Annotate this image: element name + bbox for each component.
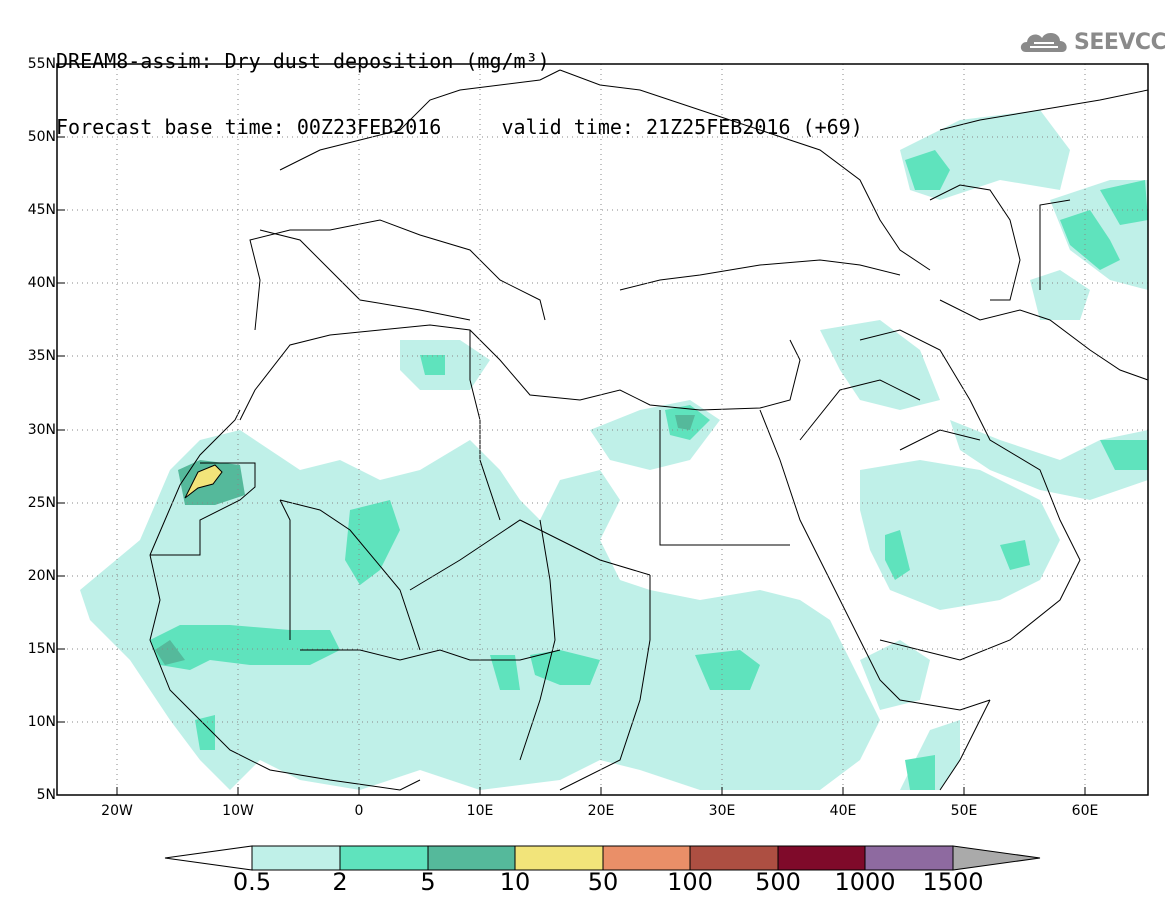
lon-label: 0	[354, 803, 364, 819]
colorbar-label: 100	[667, 868, 713, 896]
colorbar-swatch-1	[251, 845, 341, 871]
colorbar-over-arrow	[952, 845, 1041, 871]
title-line-1: DREAM8-assim: Dry dust deposition (mg/m³…	[56, 49, 550, 73]
lat-label: 50N	[27, 129, 56, 145]
colorbar-label: 2	[332, 868, 348, 896]
lon-label: 40E	[829, 803, 857, 819]
axis-ticks	[57, 136, 1086, 795]
lon-label: 50E	[950, 803, 978, 819]
lon-label: 20W	[101, 803, 133, 819]
dust-deposition-field	[80, 110, 1148, 790]
coastlines-borders	[149, 69, 1149, 791]
colorbar	[164, 845, 1041, 871]
logo-text: SEEVCCC	[1074, 30, 1165, 55]
colorbar-swatch-2	[339, 845, 429, 871]
lat-label: 40N	[27, 275, 56, 291]
colorbar-under-arrow	[164, 845, 253, 871]
lat-label: 30N	[27, 422, 56, 438]
colorbar-swatch-7	[777, 845, 866, 871]
map-title: DREAM8-assim: Dry dust deposition (mg/m³…	[56, 6, 863, 160]
colorbar-swatch-3	[427, 845, 516, 871]
lat-label: 55N	[27, 56, 56, 72]
title-line-2: Forecast base time: 00Z23FEB2016 valid t…	[56, 115, 863, 139]
colorbar-label: 0.5	[232, 868, 272, 896]
lon-label: 10E	[466, 803, 494, 819]
cloud-icon	[1020, 32, 1067, 52]
colorbar-label: 5	[420, 868, 436, 896]
lat-label: 15N	[27, 641, 56, 657]
lat-label: 20N	[27, 568, 56, 584]
colorbar-label: 10	[499, 868, 531, 896]
lat-label: 25N	[27, 495, 56, 511]
colorbar-label: 500	[755, 868, 801, 896]
lat-label: 45N	[27, 202, 56, 218]
colorbar-label: 50	[587, 868, 619, 896]
colorbar-swatch-6	[689, 845, 779, 871]
colorbar-swatch-8	[864, 845, 954, 871]
seevccc-logo: SEEVCCC	[1018, 26, 1165, 58]
colorbar-swatch-5	[602, 845, 691, 871]
lon-label: 20E	[587, 803, 615, 819]
colorbar-swatch-4	[514, 845, 604, 871]
colorbar-label: 1500	[922, 868, 984, 896]
lat-label: 5N	[36, 787, 56, 803]
lat-label: 10N	[27, 714, 56, 730]
lon-label: 30E	[708, 803, 736, 819]
lon-label: 60E	[1071, 803, 1099, 819]
colorbar-label: 1000	[834, 868, 896, 896]
lon-label: 10W	[222, 803, 254, 819]
graticule	[57, 64, 1148, 795]
lat-label: 35N	[27, 348, 56, 364]
